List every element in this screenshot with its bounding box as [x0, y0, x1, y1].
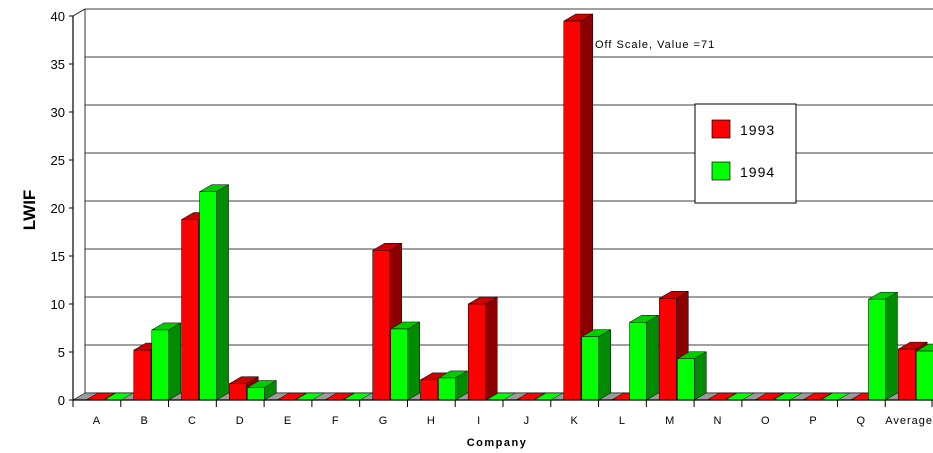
x-tick-label: P: [809, 415, 817, 427]
x-tick-label: D: [236, 415, 245, 427]
legend-swatch-1993: [711, 119, 731, 139]
x-tick-label: Average: [885, 415, 933, 427]
x-tick-label: E: [284, 415, 292, 427]
x-axis-title: Company: [467, 437, 528, 449]
x-tick-label: L: [619, 415, 626, 427]
bar-1994-K: [580, 329, 612, 401]
legend-swatch-1994: [711, 161, 731, 181]
wall-edge-top: [72, 8, 86, 17]
y-axis-title: LWIF: [20, 190, 39, 231]
y-tick-label: 15: [51, 249, 65, 264]
x-tick-label: N: [714, 415, 723, 427]
y-tick-label: 30: [51, 105, 65, 120]
bar-1994-B: [150, 322, 182, 401]
x-tick-label: K: [570, 415, 578, 427]
bar-1994-C: [198, 184, 230, 401]
bar-1994-G: [389, 321, 421, 401]
legend-box: [694, 103, 797, 204]
x-tick-label: A: [93, 415, 101, 427]
y-tick-labels: 0 5 10 15 20 25 30 35 40: [51, 9, 65, 408]
bar-1994-Q: [867, 291, 899, 401]
y-tick-label: 20: [51, 201, 65, 216]
bar-1994-Average: [915, 343, 933, 401]
bar-1994-L: [628, 314, 660, 401]
bars: [85, 13, 933, 401]
x-tick-label: B: [140, 415, 148, 427]
y-tick-label: 5: [58, 345, 65, 360]
bar-1994-M: [676, 351, 708, 401]
y-tick-label: 10: [51, 297, 65, 312]
y-tick-label: 0: [58, 393, 65, 408]
legend-label-1994: 1994: [740, 164, 775, 180]
bar-1994-H: [437, 370, 469, 401]
x-tick-label: J: [524, 415, 531, 427]
bar-1994-D: [246, 380, 278, 401]
x-tick-label: O: [761, 415, 771, 427]
y-tick-label: 40: [51, 9, 65, 24]
x-tick-label: M: [665, 415, 675, 427]
bar-1993-I: [467, 296, 499, 401]
legend: 1993 1994: [694, 103, 797, 204]
x-tick-label: H: [427, 415, 436, 427]
off-scale-annotation: Off Scale, Value =71: [595, 39, 715, 51]
x-tick-labels: A B C D E F G H I J K L M N O P Q Average: [93, 415, 933, 427]
y-tick-label: 25: [51, 153, 65, 168]
x-tick-label: I: [477, 415, 481, 427]
axes: [69, 8, 933, 407]
x-tick-label: C: [188, 415, 197, 427]
legend-label-1993: 1993: [740, 122, 775, 138]
x-tick-label: F: [332, 415, 340, 427]
x-tick-label: Q: [857, 415, 867, 427]
y-tick-label: 35: [51, 57, 65, 72]
x-tick-label: G: [379, 415, 389, 427]
bar-1993-K: [562, 13, 594, 401]
